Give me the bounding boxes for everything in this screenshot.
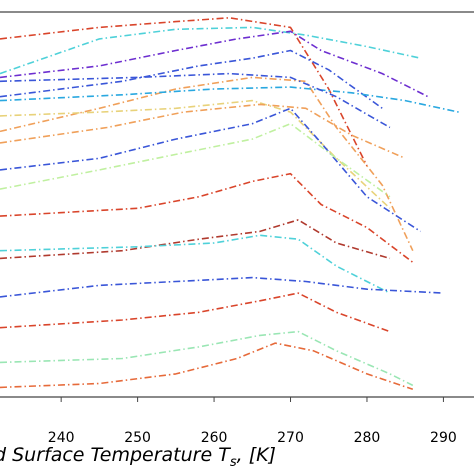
x-tick-label: 270 (277, 430, 304, 446)
series-line-1 (0, 17, 368, 167)
x-tick-label: 290 (430, 430, 457, 446)
series-line-14 (0, 292, 391, 333)
x-axis-label-main: d Surface Temperature T (0, 444, 231, 466)
x-ticks: 240 250 260 270 280 290 (48, 397, 457, 446)
series-line-17 (0, 103, 406, 160)
series-line-6 (0, 86, 459, 113)
series-line-11 (0, 219, 391, 260)
series-line-9 (0, 122, 391, 198)
series-line-10 (0, 172, 414, 263)
x-tick-label: 250 (124, 430, 151, 446)
x-axis-label: d Surface Temperature Ts, [K] (0, 444, 276, 470)
series-line-3 (0, 49, 383, 109)
series-line-18 (0, 72, 391, 129)
series-line-8 (0, 107, 421, 233)
series-line-13 (0, 276, 444, 298)
plot-frame (0, 11, 474, 398)
series-line-4 (0, 30, 429, 98)
series-group (0, 17, 459, 391)
x-axis-label-subscript: s (230, 455, 237, 470)
x-tick-label: 240 (48, 430, 75, 446)
series-line-15 (0, 330, 414, 387)
series-line-7 (0, 99, 391, 209)
x-tick-label: 280 (354, 430, 381, 446)
series-line-16 (0, 342, 414, 391)
x-axis-label-tail: , [K] (237, 444, 276, 466)
series-line-2 (0, 26, 421, 75)
x-tick-label: 260 (201, 430, 228, 446)
